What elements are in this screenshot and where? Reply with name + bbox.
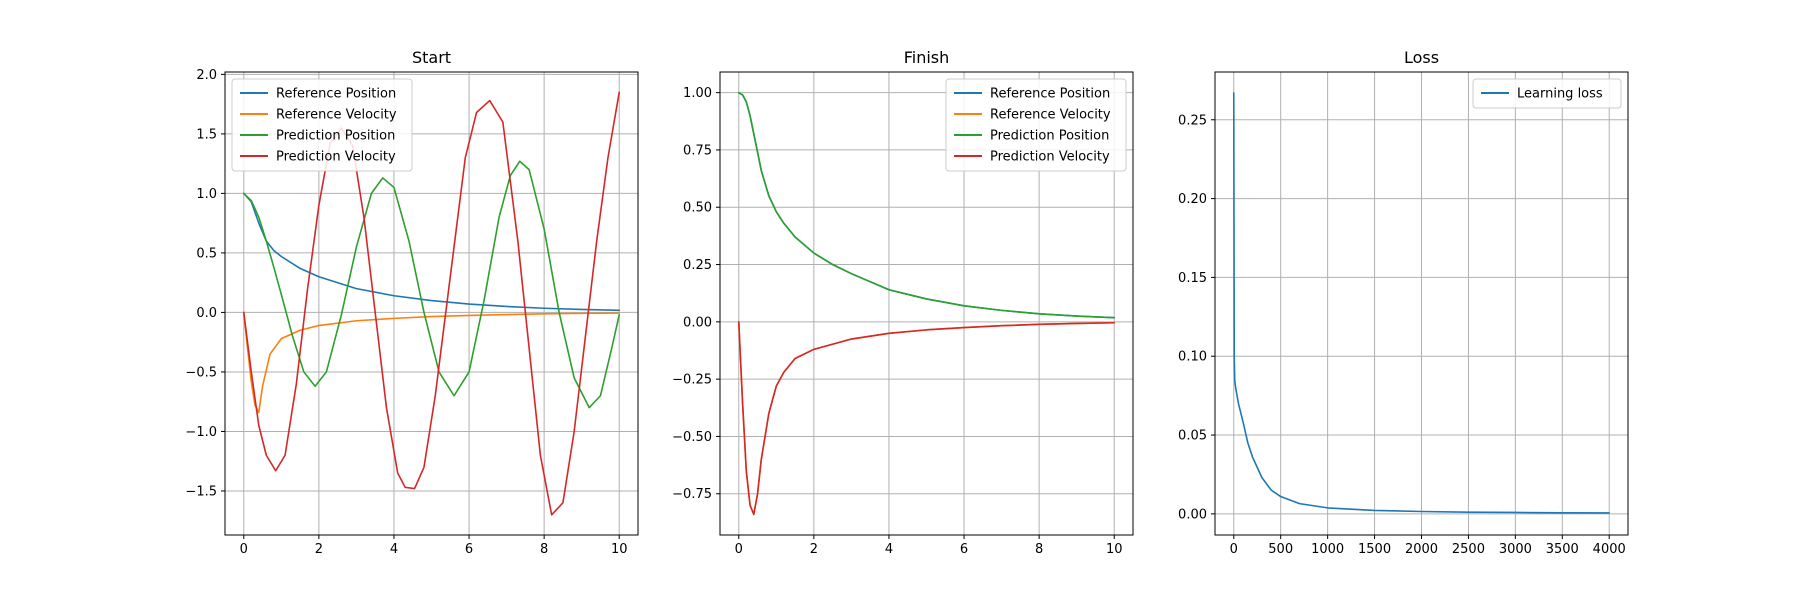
legend: Learning loss [1472,78,1622,109]
series-line-prediction-position [737,91,1116,319]
y-tick-label: 0.0 [196,306,217,321]
legend-label: Prediction Velocity [276,150,396,165]
legend-label: Reference Velocity [276,108,397,123]
legend-label: Prediction Position [276,129,395,144]
y-tick-label: 0.20 [1178,192,1207,207]
x-tick-label: 4000 [1593,542,1626,557]
series-group [737,91,1116,516]
y-tick-label: 0.05 [1178,429,1207,444]
series-line-learning-loss [1232,92,1611,514]
y-tick-label: 1.5 [196,127,217,142]
y-tick-label: 0.25 [1178,113,1207,128]
x-tick-label: 4 [885,542,893,557]
series-group [242,91,621,516]
y-tick-label: −0.50 [672,430,712,445]
x-tick-label: 500 [1268,542,1293,557]
x-tick-label: 0 [735,542,743,557]
chart-title: Loss [1404,48,1439,67]
chart-title: Start [412,48,451,67]
x-tick-label: 2 [810,542,818,557]
x-tick-label: 8 [540,542,548,557]
y-tick-label: 0.00 [1178,507,1207,522]
x-tick-label: 3500 [1546,542,1579,557]
y-tick-label: −1.0 [185,425,217,440]
legend-label: Prediction Velocity [990,150,1110,165]
series-line-reference-velocity [242,311,621,414]
x-tick-label: 10 [1106,542,1123,557]
legend-label: Learning loss [1517,87,1603,102]
legend: Reference Position Reference Velocity Pred… [231,78,413,172]
legend-box [945,78,1127,172]
chart-panel-2: 0 500 1000 1500 2000 2500 3000 3500 4000 0.00 0.05… [1178,48,1629,557]
x-tick-label: 3000 [1499,542,1532,557]
panels: 0 2 4 6 8 10 −1.5 −1.0 −0.5 0.0 0.5 1.0 1.5 2.0 Start R… [185,48,1629,557]
y-tick-label: 1.00 [683,86,712,101]
legend-box [1472,78,1622,109]
x-tick-label: 6 [465,542,473,557]
x-tick-label: 10 [611,542,628,557]
y-tick-label: 0.5 [196,246,217,261]
x-tick-label: 2500 [1452,542,1485,557]
legend-label: Reference Position [990,87,1110,102]
legend-box [231,78,413,172]
x-tick-label: 6 [960,542,968,557]
legend-label: Reference Position [276,87,396,102]
y-tick-label: 0.10 [1178,350,1207,365]
axes-frame [224,71,639,536]
series-line-prediction-velocity [737,321,1116,516]
chart-panel-0: 0 2 4 6 8 10 −1.5 −1.0 −0.5 0.0 0.5 1.0 1.5 2.0 Start R… [185,48,639,557]
x-tick-label: 0 [240,542,248,557]
legend: Reference Position Reference Velocity Pred… [945,78,1127,172]
y-tick-label: 2.0 [196,68,217,83]
series-line-prediction-position [242,160,621,409]
x-tick-label: 1000 [1311,542,1344,557]
y-tick-label: −0.75 [672,487,712,502]
x-tick-label: 4 [390,542,398,557]
axes-frame [719,71,1134,536]
x-tick-label: 2 [315,542,323,557]
x-tick-label: 2000 [1405,542,1438,557]
y-tick-label: −1.5 [185,484,217,499]
series-group [1232,92,1611,514]
chart-panel-1: 0 2 4 6 8 10 −0.75 −0.50 −0.25 0.00 0.25 0.50 0.75 1.… [672,48,1134,557]
y-tick-label: 0.00 [683,315,712,330]
y-tick-label: 0.25 [683,258,712,273]
chart-title: Finish [904,48,950,67]
x-tick-label: 0 [1230,542,1238,557]
series-line-prediction-velocity [242,91,621,516]
legend-label: Reference Velocity [990,108,1111,123]
y-tick-label: 0.15 [1178,271,1207,286]
y-tick-label: 1.0 [196,187,217,202]
y-tick-label: −0.25 [672,373,712,388]
y-tick-label: 0.50 [683,201,712,216]
x-tick-label: 1500 [1358,542,1391,557]
legend-label: Prediction Position [990,129,1109,144]
y-tick-label: 0.75 [683,143,712,158]
y-tick-label: −0.5 [185,365,217,380]
x-tick-label: 8 [1035,542,1043,557]
